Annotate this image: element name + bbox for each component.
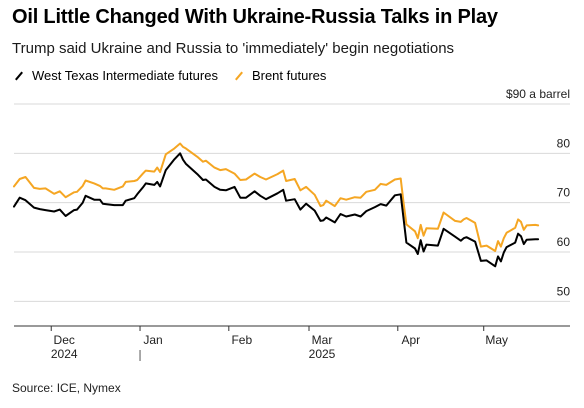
x-year-label: 2024: [51, 347, 78, 361]
chart-subtitle: Trump said Ukraine and Russia to 'immedi…: [12, 40, 455, 57]
x-year-label: 2025: [309, 347, 336, 361]
x-tick-label: Dec: [54, 333, 75, 347]
y-tick-label: 60: [557, 235, 571, 249]
legend-label-wti: West Texas Intermediate futures: [32, 68, 218, 83]
series-lines: [13, 142, 540, 268]
chart-title: Oil Little Changed With Ukraine-Russia T…: [12, 6, 498, 28]
gridlines: [14, 103, 570, 327]
y-tick-label: 50: [557, 284, 571, 298]
y-tick-label: 70: [557, 186, 571, 200]
series-line-wti: [13, 152, 540, 268]
legend-item-brent: Brent futures: [232, 68, 326, 83]
x-tick-labels: Dec Jan Feb Mar Apr May 2024 2025: [50, 326, 508, 361]
y-tick-label: 80: [557, 136, 571, 150]
x-tick-label: Jan: [143, 333, 162, 347]
x-tick-label: Feb: [231, 333, 252, 347]
y-axis-unit-label: $90 a barrel: [506, 87, 570, 101]
x-tick-label: May: [485, 333, 508, 347]
legend-label-brent: Brent futures: [251, 68, 327, 83]
series-line-brent: [13, 142, 540, 252]
x-tick-label: Apr: [401, 333, 420, 347]
source-note: Source: ICE, Nymex: [12, 381, 121, 395]
legend-item-wti: West Texas Intermediate futures: [12, 68, 218, 83]
x-tick-label: Mar: [312, 333, 333, 347]
chart-legend: West Texas Intermediate futures Brent fu…: [12, 68, 340, 83]
y-tick-labels: 50 60 70 80: [557, 136, 571, 298]
